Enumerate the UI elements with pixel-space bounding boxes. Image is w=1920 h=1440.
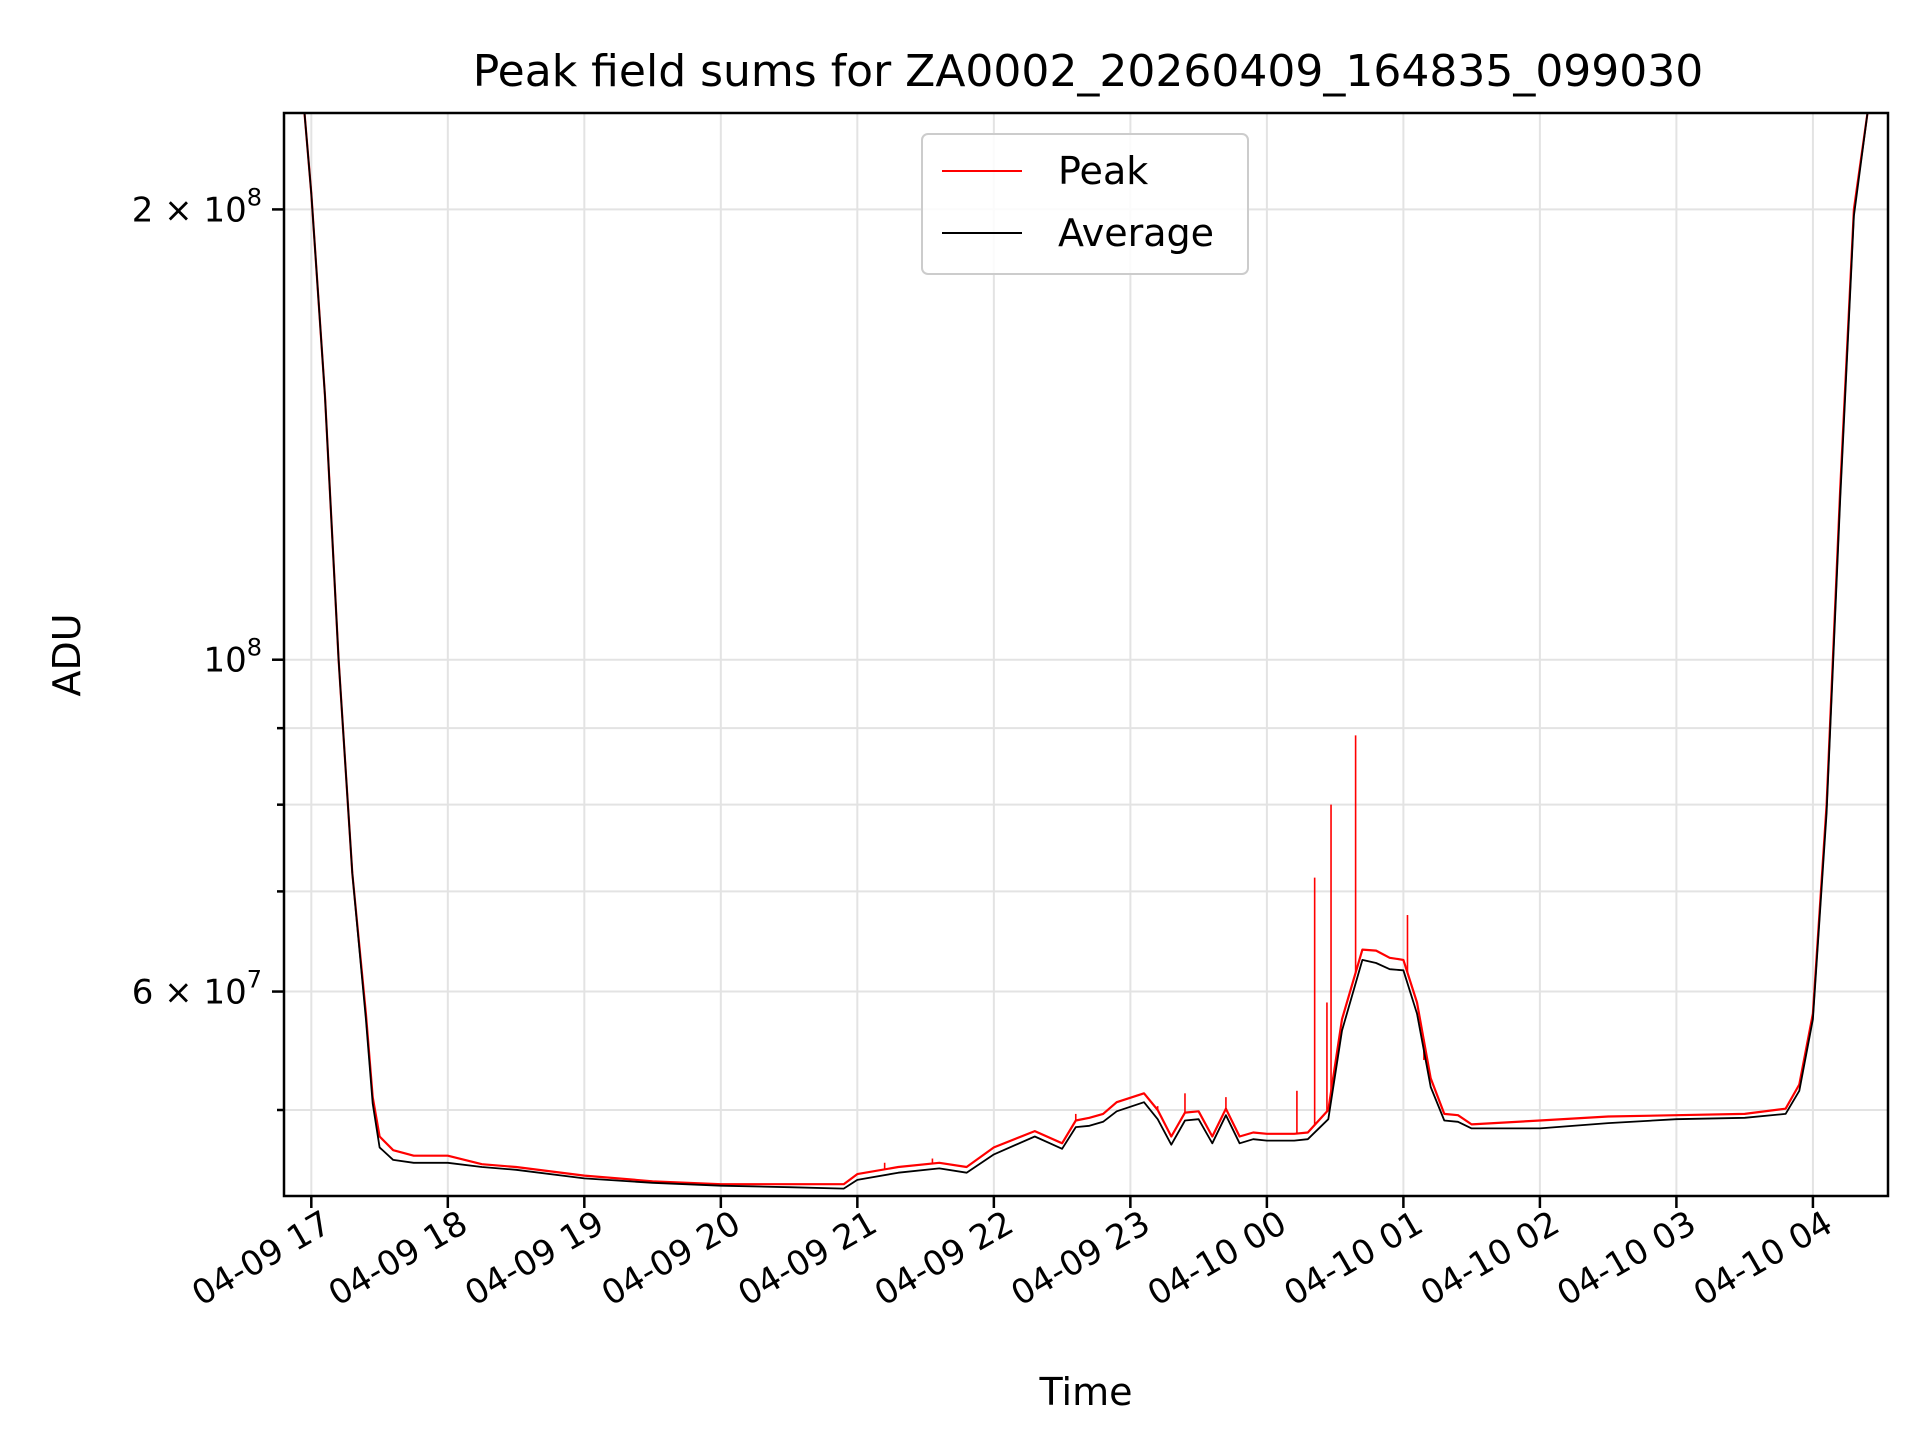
x-tick-label: 04-09 20: [595, 1203, 747, 1314]
x-tick-label: 04-09 18: [322, 1203, 474, 1314]
x-tick-label: 04-09 23: [1004, 1203, 1156, 1314]
y-tick-label: 108: [203, 634, 262, 681]
legend: Peak Average: [921, 133, 1249, 275]
x-tick-label: 04-10 04: [1687, 1203, 1839, 1314]
x-axis-label: Time: [1039, 1370, 1133, 1414]
plot-area: [303, 113, 1869, 1190]
x-tick-label: 04-10 03: [1551, 1203, 1703, 1314]
x-tick-label: 04-09 21: [731, 1203, 883, 1314]
x-tick-label: 04-09 19: [458, 1203, 610, 1314]
series-line-peak: [303, 113, 1869, 1186]
y-axis: 6 × 107 108 2 × 108: [132, 183, 284, 1112]
y-axis-label: ADU: [45, 613, 89, 696]
legend-box: [921, 133, 1249, 275]
x-tick-label: 04-10 00: [1141, 1203, 1293, 1314]
x-tick-label: 04-09 22: [868, 1203, 1020, 1314]
plot-frame: [282, 111, 1890, 1198]
legend-average-label: Average: [1058, 211, 1214, 255]
x-tick-label: 04-10 01: [1277, 1203, 1429, 1314]
x-tick-label: 04-09 17: [185, 1203, 337, 1314]
grid: [284, 113, 1888, 1196]
y-tick-label: 2 × 108: [132, 183, 262, 230]
y-tick-label: 6 × 107: [132, 966, 262, 1013]
x-tick-label: 04-10 02: [1414, 1203, 1566, 1314]
chart-title: Peak field sums for ZA0002_20260409_1648…: [473, 46, 1704, 97]
series-line-average: [303, 113, 1869, 1190]
legend-peak-label: Peak: [1058, 149, 1148, 193]
